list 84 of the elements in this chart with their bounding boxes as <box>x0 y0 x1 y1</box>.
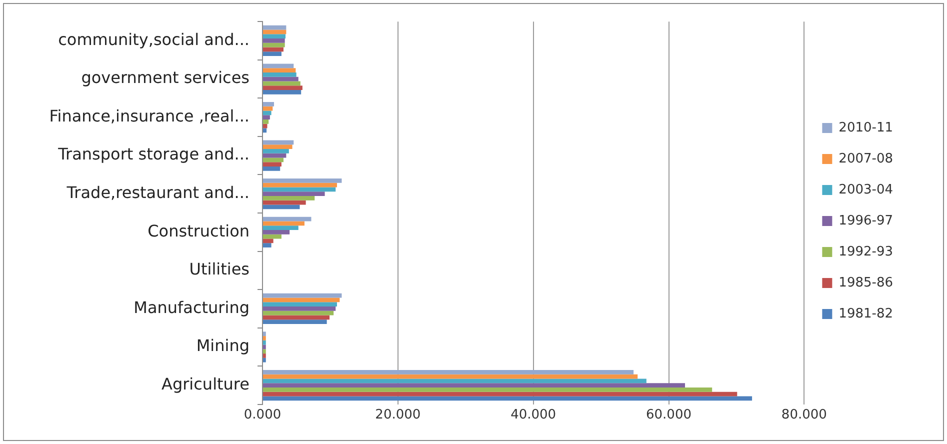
bar <box>263 306 336 311</box>
bar <box>263 110 272 116</box>
bar <box>263 52 282 56</box>
y-tick-label: Construction <box>148 221 250 240</box>
bar <box>263 293 342 298</box>
y-tick-label: government services <box>81 68 250 88</box>
legend-label: 1985-86 <box>838 275 894 290</box>
legend-label: 2007-08 <box>838 151 894 166</box>
bar <box>263 119 269 124</box>
bar <box>263 349 266 354</box>
x-tick-label: 20.000 <box>375 408 421 423</box>
bar <box>263 76 298 82</box>
bar <box>263 315 330 320</box>
bar <box>263 72 296 77</box>
bar <box>263 370 634 374</box>
bar <box>263 344 266 350</box>
bar <box>263 216 312 222</box>
bar <box>263 86 302 90</box>
bar <box>263 128 267 133</box>
bar <box>263 102 274 106</box>
bar <box>263 396 752 401</box>
bar <box>263 204 300 210</box>
bar <box>263 221 304 226</box>
bar <box>263 42 285 48</box>
bar <box>263 153 286 158</box>
bar <box>263 178 342 183</box>
bar <box>263 149 289 154</box>
legend-label: 1996-97 <box>838 213 894 228</box>
bar <box>263 90 302 94</box>
bar <box>263 182 337 188</box>
bar <box>263 106 273 111</box>
bar <box>263 320 327 324</box>
y-tick-label: Trade,restaurant and... <box>66 183 250 202</box>
legend-label: 1981-82 <box>838 306 894 322</box>
bar <box>263 354 266 358</box>
bar <box>263 340 266 345</box>
bar <box>263 38 285 43</box>
bar <box>263 226 298 230</box>
bar <box>263 196 315 200</box>
y-tick-label: Mining <box>196 336 250 356</box>
bar <box>263 378 646 384</box>
bar <box>263 192 325 196</box>
bar <box>263 30 286 34</box>
bar <box>263 392 738 396</box>
x-tick-label: 40.000 <box>510 408 556 423</box>
bar <box>263 47 284 52</box>
bar <box>263 387 712 392</box>
y-tick-label: Finance,insurance ,real... <box>49 106 250 126</box>
bar <box>263 243 272 248</box>
y-tick-label: Utilities <box>189 260 250 279</box>
bar <box>263 144 292 150</box>
y-tick-label: Transport storage and... <box>57 144 250 164</box>
x-tick-label: 60.000 <box>646 408 692 423</box>
bar <box>263 298 340 302</box>
legend-label: 1992-93 <box>838 244 894 260</box>
bar <box>263 200 306 205</box>
bar <box>263 115 270 120</box>
bar <box>263 187 336 192</box>
bar <box>263 234 282 239</box>
legend-label: 2003-04 <box>838 182 894 198</box>
bar <box>263 68 296 72</box>
bar <box>263 166 280 171</box>
bar <box>263 230 290 234</box>
bar <box>263 358 266 362</box>
x-tick-label: 0.000 <box>244 408 282 423</box>
bar <box>263 158 284 162</box>
bar <box>263 162 282 167</box>
x-tick-label: 80.000 <box>781 408 827 423</box>
bar <box>263 336 266 340</box>
bar <box>263 238 274 244</box>
bar <box>263 310 334 316</box>
bar <box>263 81 300 86</box>
bar <box>263 374 638 379</box>
bar <box>263 140 294 145</box>
legend-label: 2010-11 <box>838 120 894 136</box>
y-tick-label: Manufacturing <box>134 298 250 317</box>
bar <box>263 302 337 307</box>
bar <box>263 25 286 30</box>
bar <box>263 34 286 39</box>
bar <box>263 332 266 336</box>
bar <box>263 64 294 68</box>
y-tick-label: Agriculture <box>162 374 250 394</box>
y-tick-label: community,social and... <box>58 30 250 49</box>
bar <box>263 383 686 388</box>
